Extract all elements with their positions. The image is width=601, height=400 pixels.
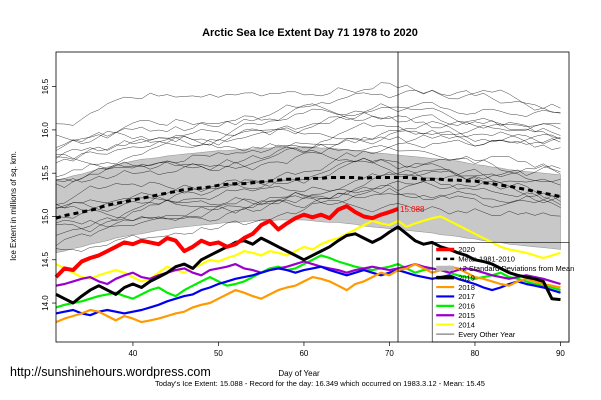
series-line-2014: [55, 215, 561, 283]
plot-region: 15.088: [54, 51, 570, 343]
every-other-year-line: [55, 107, 561, 160]
legend-box: [431, 242, 570, 343]
legend-label: 2015: [458, 311, 475, 320]
series-line-2018: [55, 263, 561, 324]
legend-label: 2020: [458, 245, 475, 254]
x-axis: 40 50 60 70 80 90: [128, 342, 565, 358]
every-other-year-line: [55, 165, 561, 219]
watermark-url: http://sunshinehours.wordpress.com: [10, 365, 211, 379]
series-line-2017: [55, 265, 561, 317]
x-tick-label: 50: [214, 349, 223, 358]
every-other-year-line: [55, 188, 561, 252]
every-other-year-line: [55, 191, 561, 214]
every-other-year-line: [56, 122, 561, 171]
x-tick-label: 60: [299, 349, 308, 358]
std-dev-band: [55, 146, 561, 254]
legend-label: +2 Standard Deviations from Mean: [458, 264, 574, 273]
every-other-year-line: [55, 159, 561, 233]
plot-frame: [55, 51, 570, 343]
y-tick-label: 15.0: [41, 208, 50, 224]
legend-label: 2018: [458, 283, 475, 292]
legend-label: 2019: [458, 273, 475, 282]
x-tick-label: 40: [128, 349, 137, 358]
every-other-year-line: [55, 89, 561, 141]
chart-title: Arctic Sea Ice Extent Day 71 1978 to 202…: [202, 27, 418, 39]
legend-label: 2014: [458, 320, 475, 329]
y-tick-label: 16.5: [41, 78, 50, 94]
every-other-year-line: [55, 165, 561, 228]
legend-label: 2017: [458, 292, 475, 301]
x-axis-label: Day of Year: [278, 369, 320, 378]
series-line-2020: [54, 204, 399, 279]
x-tick-label: 90: [556, 349, 565, 358]
y-tick-label: 16.0: [41, 122, 50, 138]
every-other-year-line: [55, 82, 561, 126]
footer-stats: Today's Ice Extent: 15.088 - Record for …: [155, 379, 485, 388]
legend-label: Mean 1981-2010: [458, 255, 515, 264]
every-other-year-line: [55, 127, 561, 148]
legend-label: 2016: [458, 302, 475, 311]
every-other-year-line: [55, 178, 561, 219]
y-tick-label: 14.5: [41, 251, 50, 267]
every-other-year-line: [55, 197, 561, 236]
every-other-year-line: [55, 103, 561, 151]
every-other-year-lines: [55, 82, 561, 252]
every-other-year-line: [55, 137, 561, 188]
every-other-year-line: [55, 102, 561, 159]
x-tick-label: 70: [385, 349, 394, 358]
current-value-label: 15.088: [400, 205, 425, 214]
legend-label: Every Other Year: [458, 330, 516, 339]
every-other-year-line: [55, 179, 561, 246]
x-tick-label: 80: [470, 349, 479, 358]
series-line-2015: [55, 260, 561, 287]
series-line-2019: [55, 225, 561, 305]
every-other-year-line: [55, 112, 561, 164]
every-other-year-line: [55, 130, 561, 178]
y-tick-label: 15.5: [41, 165, 50, 181]
every-other-year-line: [55, 147, 561, 201]
every-other-year-line: [55, 121, 561, 182]
y-tick-label: 14.0: [41, 295, 50, 311]
highlighted-series: [54, 176, 561, 324]
series-line-mean-1981-2010: [55, 176, 561, 220]
std-dev-band-area: [55, 146, 561, 254]
y-axis-label: Ice Extent in millions of sq. km.: [9, 151, 18, 261]
y-axis: 14.0 14.5 15.0 15.5 16.0 16.5: [41, 78, 56, 311]
